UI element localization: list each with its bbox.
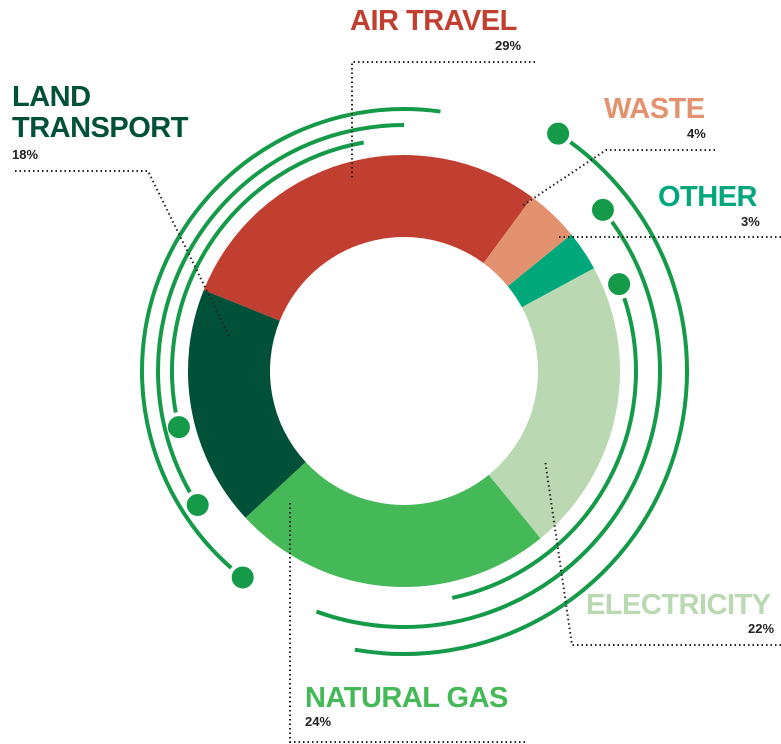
decor-node (163, 412, 194, 443)
donut-segment (187, 290, 306, 518)
decor-arc (140, 107, 441, 580)
leader-line (351, 61, 535, 180)
decor-arc (156, 123, 405, 507)
category-label: AIR TRAVEL (350, 5, 517, 37)
value-label: 29% (495, 38, 522, 53)
decor-node (182, 489, 213, 520)
category-label: NATURAL GAS (305, 682, 508, 714)
decor-node (543, 118, 574, 149)
decor-arc (315, 208, 662, 629)
decor-arc (170, 140, 365, 428)
value-label: 24% (305, 714, 332, 729)
value-label: 22% (748, 621, 775, 636)
donut-segment (507, 234, 595, 308)
leader-line (15, 170, 231, 339)
donut-segment (203, 155, 533, 321)
value-label: 3% (741, 214, 760, 229)
leader-line (289, 500, 525, 743)
leader-line (521, 149, 715, 207)
category-label: ELECTRICITY (586, 589, 771, 621)
category-label: OTHER (658, 181, 758, 213)
leader-line (544, 459, 781, 646)
decor-node (587, 194, 618, 225)
value-label: 4% (687, 126, 706, 141)
donut-segment (488, 268, 621, 539)
decor-arc (354, 131, 689, 656)
category-label: LAND TRANSPORT (12, 81, 188, 144)
decor-node (604, 269, 635, 300)
donut-segment (483, 197, 572, 287)
donut-segment (245, 462, 541, 587)
value-label: 18% (12, 147, 39, 162)
decor-node (227, 562, 258, 593)
category-label: WASTE (604, 93, 705, 125)
decor-arc (451, 283, 638, 600)
